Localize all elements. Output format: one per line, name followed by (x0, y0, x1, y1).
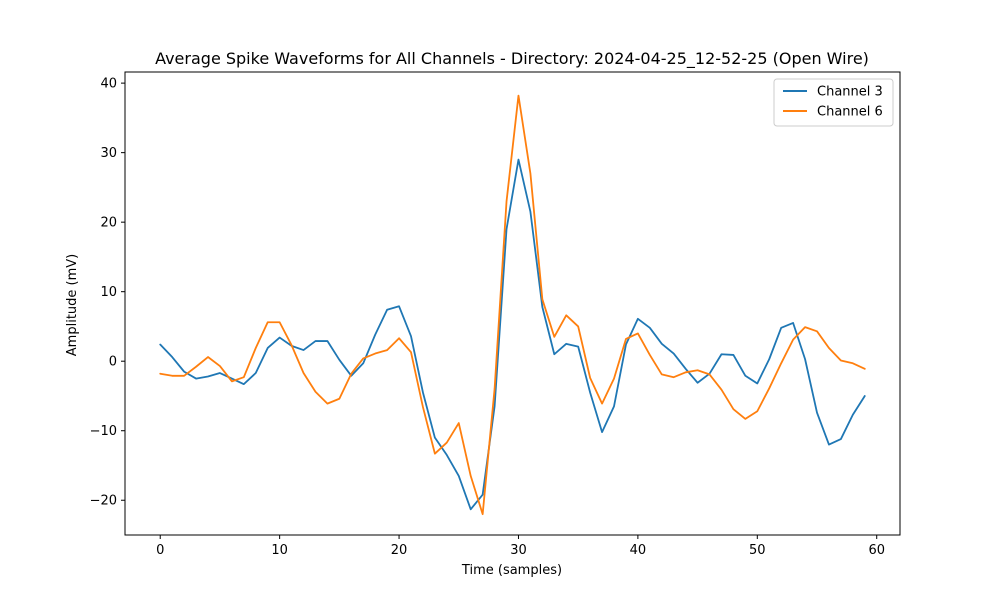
x-axis-title: Time (samples) (461, 563, 562, 578)
y-axis: −20 −10 0 10 20 30 40 (90, 77, 125, 509)
legend: Channel 3 Channel 6 (773, 78, 894, 127)
y-tick-label: −20 (90, 494, 117, 509)
legend-label-2: Channel 6 (817, 105, 883, 120)
chart-title: Average Spike Waveforms for All Channels… (155, 49, 869, 69)
x-tick-label: 0 (156, 543, 164, 558)
y-tick-label: 20 (100, 216, 117, 231)
y-tick-label: 30 (100, 146, 117, 161)
x-tick-label: 20 (391, 543, 408, 558)
series-layer (159, 94, 866, 516)
y-tick-label: 40 (100, 77, 117, 92)
x-tick-label: 10 (271, 543, 288, 558)
legend-label-1: Channel 3 (817, 85, 883, 100)
x-tick-label: 30 (510, 543, 527, 558)
x-tick-label: 60 (868, 543, 885, 558)
series-line-1 (159, 158, 866, 511)
axes-frame (124, 71, 901, 536)
y-axis-title: Amplitude (mV) (65, 254, 80, 356)
y-tick-label: −10 (90, 424, 117, 439)
y-tick-label: 0 (109, 355, 117, 370)
x-tick-label: 50 (749, 543, 766, 558)
series-line-2 (159, 94, 866, 516)
x-tick-label: 40 (630, 543, 647, 558)
plot-area: 0 10 20 30 40 50 60 −20 −10 0 10 20 30 40 (90, 71, 901, 558)
x-axis: 0 10 20 30 40 50 60 (156, 535, 885, 558)
y-tick-label: 10 (100, 285, 117, 300)
